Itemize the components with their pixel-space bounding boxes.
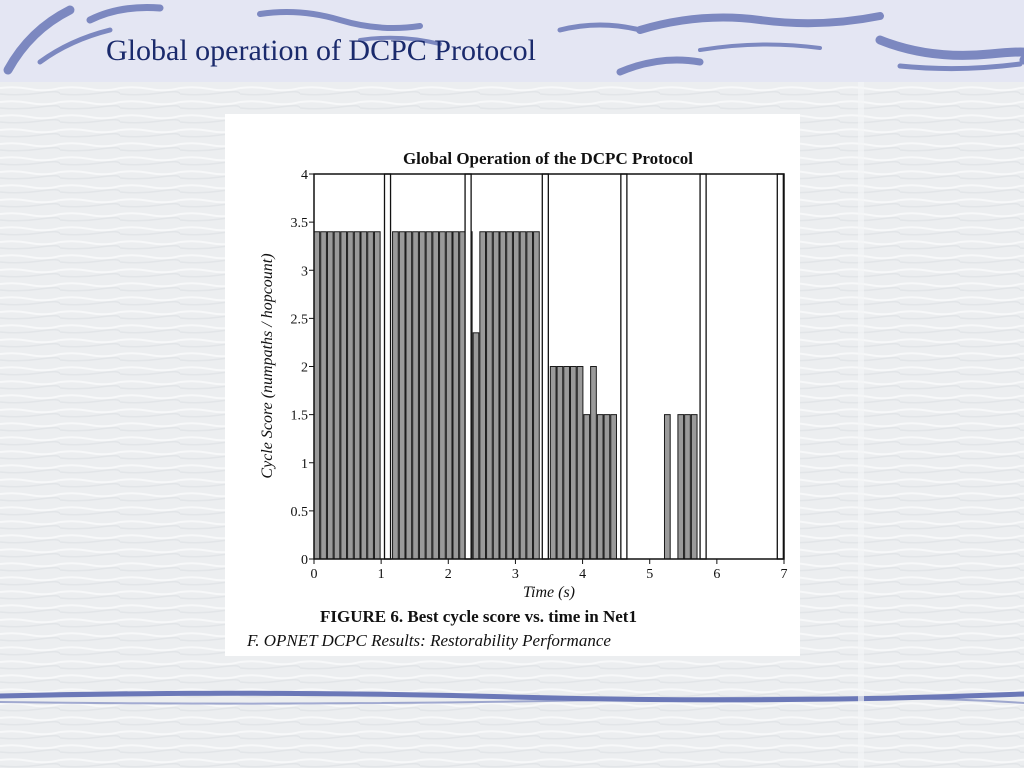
bars-layer: [313, 231, 698, 560]
bar: [549, 366, 557, 560]
bar: [506, 231, 513, 560]
bar: [412, 231, 419, 560]
bar: [432, 231, 440, 560]
y-tick-label: 0.5: [291, 505, 309, 520]
bar: [526, 231, 534, 560]
bar: [690, 414, 698, 560]
x-tick-label: 1: [378, 567, 385, 582]
bar: [677, 414, 685, 560]
x-tick-label: 3: [512, 567, 519, 582]
marker-bar: [541, 173, 549, 560]
bar: [684, 414, 691, 560]
bar: [313, 231, 321, 560]
x-tick-label: 4: [579, 567, 586, 582]
y-tick-label: 1: [301, 457, 308, 472]
x-axis-ticks: 0 1 2 3 4 5 6 7: [311, 559, 788, 582]
y-tick-label: 2: [301, 361, 308, 376]
bar: [563, 366, 570, 560]
bar: [392, 231, 399, 560]
decorative-swoosh-header: [3, 4, 1024, 76]
bar: [398, 231, 406, 560]
bar: [663, 414, 671, 560]
figure-caption: FIGURE 6. Best cycle score vs. time in N…: [320, 607, 637, 626]
y-axis-label: Cycle Score (numpaths / hopcount): [259, 253, 276, 478]
y-tick-label: 0: [301, 553, 308, 568]
bar: [610, 414, 617, 560]
section-note: F. OPNET DCPC Results: Restorability Per…: [246, 631, 611, 650]
x-axis-label: Time (s): [523, 584, 575, 601]
bar: [367, 231, 374, 560]
bar-chart: Global Operation of the DCPC Protocol 00…: [246, 149, 788, 650]
x-tick-label: 7: [781, 567, 788, 582]
bar: [499, 231, 507, 560]
bar: [452, 231, 460, 560]
y-tick-label: 4: [301, 168, 308, 183]
bar: [512, 231, 520, 560]
bar: [479, 231, 487, 560]
chart-title: Global Operation of the DCPC Protocol: [403, 149, 693, 168]
bar: [576, 366, 584, 560]
marker-bar: [699, 173, 707, 560]
x-tick-label: 5: [646, 567, 653, 582]
bar: [472, 332, 480, 560]
bar: [569, 366, 577, 560]
y-tick-label: 1.5: [291, 409, 309, 424]
bar: [590, 366, 597, 560]
bar: [596, 414, 604, 560]
y-tick-label: 3: [301, 264, 308, 279]
bar: [445, 231, 453, 560]
x-tick-label: 2: [445, 567, 452, 582]
y-axis-ticks: 0 0.5 1 1.5 2 2.5 3 3.5 4: [291, 168, 314, 568]
bar: [405, 231, 413, 560]
bar: [326, 231, 334, 560]
bar: [519, 231, 527, 560]
marker-bar: [776, 173, 784, 560]
bar: [360, 231, 368, 560]
x-tick-label: 0: [311, 567, 318, 582]
bar: [340, 231, 348, 560]
slide-title: Global operation of DCPC Protocol: [106, 34, 536, 67]
bar: [425, 231, 433, 560]
marker-bar: [383, 173, 392, 560]
bar: [439, 231, 446, 560]
y-tick-label: 2.5: [291, 312, 309, 327]
bar: [533, 231, 540, 560]
marker-bar: [620, 173, 628, 560]
x-tick-label: 6: [713, 567, 720, 582]
bar: [603, 414, 611, 560]
marker-bar: [464, 173, 472, 560]
bar: [353, 231, 361, 560]
bar: [492, 231, 500, 560]
bar: [583, 414, 591, 560]
bar: [333, 231, 341, 560]
y-tick-label: 3.5: [291, 216, 309, 231]
bar: [556, 366, 564, 560]
bar: [373, 231, 381, 560]
bar: [418, 231, 426, 560]
bar: [486, 231, 493, 560]
bar: [347, 231, 354, 560]
bar: [320, 231, 327, 560]
